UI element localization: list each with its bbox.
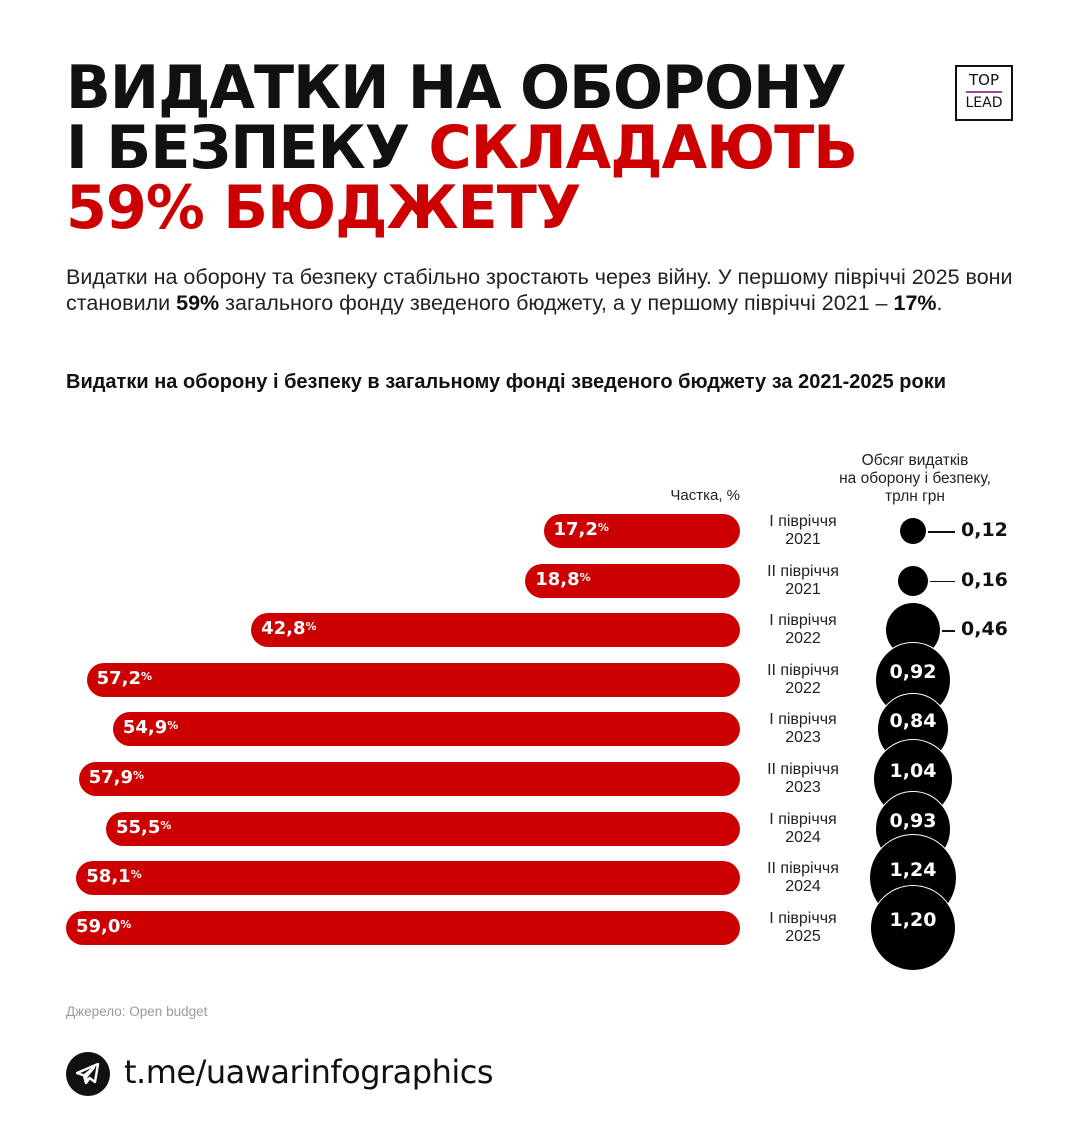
share-value-label: 55,5% [115, 816, 172, 838]
telegram-icon[interactable] [66, 1052, 110, 1096]
volume-bubble [898, 565, 928, 596]
share-bar: 59,0% [66, 910, 740, 945]
share-value-label: 54,9% [122, 717, 179, 739]
share-value-label: 58,1% [86, 866, 142, 888]
title-line-2-red: СКЛАДАЮТЬ [428, 113, 859, 183]
period-label: І півріччя 2022 [769, 612, 837, 648]
share-value-label: 57,2% [96, 667, 153, 689]
share-bar: 57,2% [86, 662, 740, 697]
share-bar: 55,5% [105, 811, 740, 846]
logo-bottom-text: LEAD [965, 95, 1003, 111]
period-label: ІІ півріччя 2024 [767, 860, 839, 896]
intro-paragraph: Видатки на оборону та безпеку стабільно … [66, 264, 1016, 316]
leader-line [942, 630, 955, 632]
telegram-link[interactable]: t.me/uawarinfographics [124, 1053, 494, 1091]
intro-bold-17: 17% [893, 291, 937, 315]
volume-value-label: 0,93 [889, 809, 937, 832]
volume-header-line: трлн грн [885, 488, 945, 505]
share-value-label: 18,8% [535, 568, 591, 590]
share-bar: 54,9% [112, 712, 740, 747]
volume-header-line: Обсяг видатків [861, 452, 969, 469]
period-label: І півріччя 2021 [769, 513, 837, 548]
volume-value-label: 0,84 [889, 710, 937, 733]
intro-text-3: . [936, 291, 943, 315]
title-line-1: ВИДАТКИ НА ОБОРОНУ [66, 53, 847, 123]
share-value-label: 42,8% [261, 618, 317, 640]
volume-value-label: 1,24 [889, 859, 937, 882]
share-bar: 17,2% [543, 514, 740, 548]
share-value-label: 59,0% [76, 915, 132, 937]
share-value-label: 17,2% [553, 519, 609, 540]
volume-bubble: 1,20 [870, 884, 956, 971]
share-bar: 18,8% [525, 563, 740, 598]
volume-value-label: 1,20 [889, 908, 937, 931]
intro-text-1: Видатки на оборону та безпеку стабільно … [66, 265, 1013, 315]
title-line-2: І БЕЗПЕКУ СКЛАДАЮТЬ [66, 118, 858, 178]
share-bar: 42,8% [251, 613, 740, 648]
volume-value-label: 0,16 [961, 568, 1008, 591]
intro-bold-59: 59% [176, 291, 220, 315]
share-value-label: 57,9% [88, 767, 145, 788]
volume-value-label: 1,04 [889, 760, 937, 782]
volume-axis-header: Обсяг видатків на оборону і безпеку, трл… [800, 452, 1030, 506]
share-bar: 58,1% [76, 861, 740, 896]
period-label: І півріччя 2025 [769, 909, 837, 945]
page-title: ВИДАТКИ НА ОБОРОНУ І БЕЗПЕКУ СКЛАДАЮТЬ 5… [66, 53, 858, 243]
volume-bubble [900, 518, 926, 544]
leader-line [930, 580, 955, 583]
logo-top-text: TOP [968, 71, 999, 89]
volume-value-label: 0,12 [961, 519, 1008, 541]
period-label: ІІ півріччя 2021 [767, 562, 839, 598]
logo-divider [966, 91, 1002, 93]
source-note: Джерело: Open budget [66, 1004, 208, 1019]
volume-header-line: на оборону і безпеку, [839, 470, 991, 487]
title-line-2-black: І БЕЗПЕКУ [66, 113, 429, 183]
period-label: ІІ півріччя 2023 [767, 761, 839, 796]
top-lead-logo: TOP LEAD [955, 65, 1013, 121]
share-bar: 57,9% [78, 762, 740, 796]
leader-line [928, 531, 955, 533]
chart-title: Видатки на оборону і безпеку в загальном… [66, 371, 947, 393]
paper-plane-icon [76, 1063, 100, 1085]
volume-value-label: 0,92 [889, 660, 937, 683]
volume-value-label: 0,46 [961, 618, 1008, 641]
share-axis-header: Частка, % [670, 487, 740, 504]
period-label: І півріччя 2024 [769, 810, 837, 846]
title-line-3: 59% БЮДЖЕТУ [66, 173, 581, 243]
period-label: ІІ півріччя 2022 [767, 661, 839, 697]
period-label: І півріччя 2023 [769, 711, 837, 747]
intro-text-2: загального фонду зведеного бюджету, а у … [219, 291, 894, 315]
